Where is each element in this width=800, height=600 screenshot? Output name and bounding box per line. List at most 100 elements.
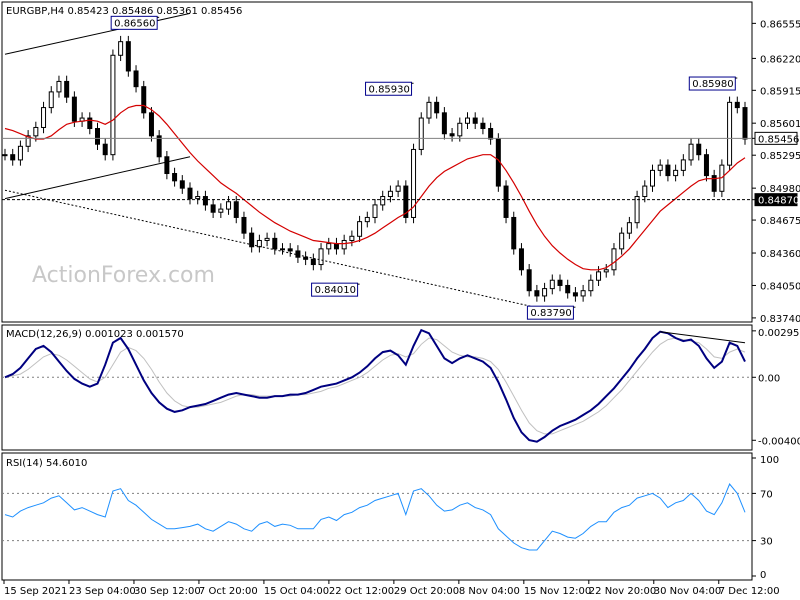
price-tick-label: 0.85295 <box>760 151 800 162</box>
candle-body <box>326 243 332 250</box>
candle-body <box>472 117 478 124</box>
candle-body <box>549 279 555 290</box>
candle-body <box>395 185 401 192</box>
rsi-tick-label: 30 <box>760 537 773 548</box>
rsi-tick-label: 70 <box>760 489 773 500</box>
candle-body <box>449 133 455 137</box>
candle-body <box>403 185 409 218</box>
price-header: EURGBP,H4 0.85423 0.85486 0.85361 0.8545… <box>6 6 242 17</box>
candle-body <box>619 232 625 250</box>
candle-body <box>102 143 108 156</box>
macd-signal-line <box>4 337 746 435</box>
price-tick-label: 0.84050 <box>760 281 800 292</box>
candle-body <box>673 169 679 177</box>
candle-body <box>287 248 293 252</box>
trendline-channel-upper <box>4 12 191 55</box>
candle-body <box>357 221 363 237</box>
time-tick-label: 8 Nov 04:00 <box>459 586 520 597</box>
watermark: ActionForex.com <box>32 263 215 288</box>
candle-body <box>364 216 370 223</box>
candle-body <box>518 248 524 271</box>
macd-tick-label: -0.004009 <box>758 436 800 447</box>
candle-body <box>542 288 548 297</box>
rsi-line <box>4 483 746 551</box>
candle-body <box>241 216 247 234</box>
rsi-plot <box>2 483 752 551</box>
candle-body <box>565 284 571 294</box>
moving-average-line <box>4 104 746 271</box>
candle-body <box>711 175 717 192</box>
time-tick-label: 7 Oct 20:00 <box>199 586 258 597</box>
candle-body <box>457 122 463 137</box>
candle-body <box>734 101 740 109</box>
candle-body <box>341 239 347 250</box>
annotation-label: 0.83790 <box>530 308 571 319</box>
candle-body <box>249 232 255 248</box>
price-tick-label: 0.85915 <box>760 86 800 97</box>
candle-body <box>133 70 139 88</box>
candle-body <box>418 117 424 150</box>
rsi-tick-label: 100 <box>760 455 779 466</box>
candle-body <box>703 154 709 177</box>
candle-body <box>41 107 47 128</box>
candle-body <box>264 237 270 241</box>
candle-body <box>295 250 301 258</box>
candle-body <box>680 159 686 171</box>
candle-body <box>110 54 116 156</box>
annotation-box <box>311 282 359 297</box>
candle-body <box>318 248 324 266</box>
candle-body <box>580 290 586 297</box>
time-tick-label: 23 Sep 04:00 <box>69 586 136 597</box>
annotation-label: 0.84010 <box>315 285 356 296</box>
time-tick-label: 15 Sep 2021 <box>4 586 67 597</box>
annotation-box <box>110 15 158 30</box>
annotation-label: 0.85980 <box>692 79 733 90</box>
candle-body <box>202 196 208 206</box>
candle-body <box>349 235 355 241</box>
candle-body <box>187 187 193 200</box>
candle-body <box>572 292 578 297</box>
candle-body <box>141 86 147 114</box>
candle-body <box>303 256 309 260</box>
candle-body <box>688 143 694 161</box>
candle-body <box>411 148 417 218</box>
time-tick-label: 22 Oct 12:00 <box>329 586 394 597</box>
candle-body <box>665 164 671 177</box>
price-tick-label: 0.84980 <box>760 184 800 195</box>
time-tick-label: 7 Dec 12:00 <box>719 586 780 597</box>
candle-body <box>210 204 216 213</box>
trendline-channel-lower <box>4 156 191 200</box>
candle-body <box>118 41 124 56</box>
candle-body <box>218 208 224 213</box>
candle-body <box>380 196 386 206</box>
candle-body <box>10 154 16 161</box>
candle-body <box>372 204 378 218</box>
macd-header: MACD(12,26,9) 0.001023 0.001570 <box>6 329 184 340</box>
annotation-box <box>365 81 413 96</box>
candle-body <box>626 222 632 234</box>
macd-divergence-trendline <box>660 331 746 344</box>
time-tick-label: 15 Oct 04:00 <box>264 586 329 597</box>
rsi-panel-frame <box>1 452 753 581</box>
price-tick-label: 0.84675 <box>760 216 800 227</box>
candle-body <box>465 117 470 124</box>
candle-body <box>148 112 154 137</box>
candle-body <box>56 80 62 93</box>
time-tick-label: 30 Sep 12:00 <box>134 586 201 597</box>
price-plot: 0.86560 0.85930 0.85980 0.84010 0.83790 <box>2 12 752 320</box>
price-tick-label: 0.85456 <box>758 134 799 145</box>
candle-body <box>71 96 77 122</box>
candle-body <box>503 185 509 218</box>
candle-body <box>25 135 31 147</box>
candle-body <box>596 271 602 281</box>
candle-body <box>195 196 201 200</box>
candle-body <box>33 126 39 137</box>
candle-body <box>426 101 432 119</box>
candle-body <box>310 258 316 266</box>
price-tag-box <box>754 131 798 145</box>
axes: 0.86555 0.86220 0.85915 0.85601 0.85456 0.852… <box>3 19 800 597</box>
candle-body <box>387 190 393 198</box>
rsi-header: RSI(14) 54.6010 <box>6 458 87 469</box>
candle-body <box>333 243 339 250</box>
